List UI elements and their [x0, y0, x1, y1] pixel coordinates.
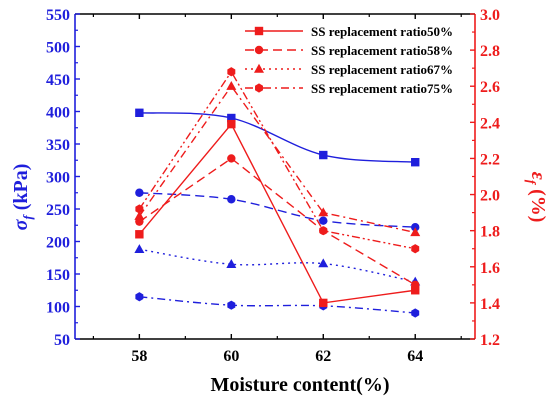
- data-point: [227, 195, 236, 204]
- data-point: [134, 211, 145, 220]
- data-point: [135, 188, 144, 197]
- legend: SS replacement ratio50% SS replacement ra…: [245, 24, 453, 96]
- y-right-tick-label: 3.0: [480, 7, 500, 24]
- y-left-tick-label: 450: [46, 72, 70, 89]
- data-point: [411, 223, 420, 232]
- data-point: [135, 230, 144, 239]
- y-axis-left-symbol: σ: [10, 218, 32, 230]
- legend-label: SS replacement ratio58%: [311, 43, 453, 58]
- y-axis-right-unit: (%): [527, 184, 549, 222]
- y-right-tick-label: 2.2: [480, 151, 500, 168]
- data-point: [227, 119, 236, 129]
- x-tick-label: 60: [223, 348, 239, 365]
- legend-marker: [254, 26, 264, 36]
- right-series-1: [135, 154, 420, 290]
- y-axis-right-label: εf (%): [524, 172, 549, 223]
- data-point: [227, 67, 236, 77]
- y-right-tick-label: 2.4: [480, 115, 500, 132]
- series-line: [139, 248, 416, 283]
- y-right-tick-label: 2.6: [480, 79, 500, 96]
- x-axis-label: Moisture content(%): [210, 374, 389, 396]
- data-point: [227, 154, 236, 163]
- left-series-2: [134, 244, 421, 286]
- y-left-tick-label: 200: [46, 235, 70, 252]
- data-point: [135, 292, 144, 302]
- data-point: [227, 300, 236, 310]
- series-line: [138, 70, 416, 250]
- series-line: [139, 112, 416, 163]
- series-line: [138, 85, 416, 234]
- data-point: [318, 258, 329, 268]
- data-point: [226, 259, 237, 268]
- y-axis-left-subscript: f: [20, 214, 35, 220]
- y-axis-left-unit: (kPa): [10, 164, 32, 216]
- y-right-tick-label: 2.8: [480, 43, 500, 60]
- data-point: [135, 204, 144, 214]
- data-point: [411, 280, 420, 290]
- data-point: [411, 244, 420, 254]
- y-right-tick-label: 1.4: [480, 296, 500, 313]
- data-point: [319, 216, 328, 225]
- series-line: [139, 296, 416, 314]
- right-series-0: [135, 119, 420, 308]
- y-left-tick-label: 150: [46, 267, 70, 284]
- y-left-tick-label: 50: [54, 332, 70, 349]
- data-point: [411, 158, 420, 167]
- x-tick-label: 62: [315, 348, 331, 365]
- y-right-tick-label: 1.6: [480, 260, 500, 277]
- series-line: [139, 192, 416, 228]
- data-point: [227, 113, 236, 123]
- legend-marker: [255, 83, 263, 93]
- y-left-tick-label: 550: [46, 7, 70, 24]
- y-right-tick-label: 2.0: [480, 188, 500, 205]
- y-left-tick-label: 500: [46, 40, 70, 57]
- data-point: [319, 298, 328, 308]
- data-point: [135, 108, 144, 117]
- right-series-2: [134, 81, 421, 237]
- data-point: [318, 207, 329, 217]
- legend-label: SS replacement ratio50%: [311, 24, 453, 39]
- series-line: [138, 122, 416, 304]
- data-point: [134, 244, 145, 253]
- data-point: [319, 150, 328, 160]
- data-point: [411, 286, 420, 295]
- y-axis-right-subscript: f: [524, 180, 539, 186]
- y-left-tick-label: 400: [46, 105, 70, 122]
- left-series-0: [135, 108, 420, 167]
- right-series-3: [135, 67, 420, 254]
- legend-marker: [254, 63, 264, 73]
- y-right-tick-label: 1.8: [480, 224, 500, 241]
- y-left-tick-label: 100: [46, 300, 70, 317]
- y-left-tick-label: 300: [46, 170, 70, 187]
- y-right-tick-label: 1.2: [480, 332, 500, 349]
- y-axis-right-symbol: ε: [527, 172, 549, 181]
- series-line: [138, 157, 416, 286]
- data-point: [410, 227, 421, 237]
- x-tick-label: 64: [407, 348, 423, 365]
- legend-marker: [254, 45, 264, 55]
- data-point: [226, 81, 237, 90]
- x-tick-label: 58: [131, 348, 147, 365]
- y-left-tick-label: 350: [46, 137, 70, 154]
- legend-label: SS replacement ratio75%: [311, 81, 453, 96]
- legend-label: SS replacement ratio67%: [311, 62, 453, 77]
- data-point: [319, 226, 328, 236]
- left-series-1: [135, 188, 420, 232]
- data-point: [411, 308, 420, 318]
- y-left-tick-label: 250: [46, 202, 70, 219]
- y-axis-left-label: σf (kPa): [10, 164, 35, 231]
